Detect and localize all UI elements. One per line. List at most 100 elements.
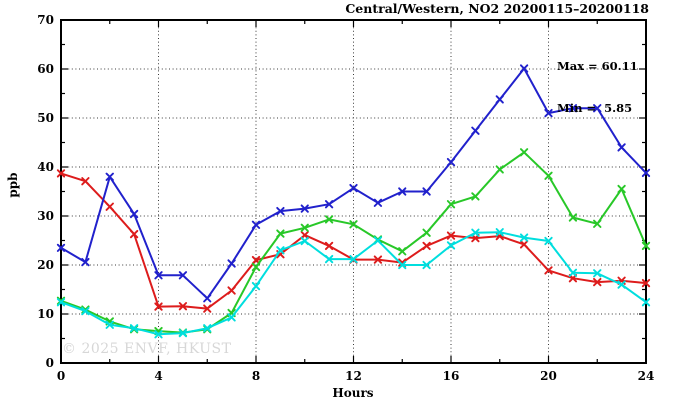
series-green-marker bbox=[56, 296, 66, 305]
series-green-marker bbox=[617, 184, 626, 194]
series-cyan-marker bbox=[349, 254, 358, 264]
series-blue-marker bbox=[81, 257, 90, 267]
series-blue-marker bbox=[300, 204, 309, 213]
series-blue-marker bbox=[617, 143, 626, 152]
series-cyan-marker bbox=[422, 260, 431, 270]
series-red-marker bbox=[56, 169, 66, 178]
series-cyan-marker bbox=[471, 228, 480, 237]
y-tick-label: 40 bbox=[37, 160, 54, 174]
series-blue-marker bbox=[641, 168, 651, 178]
series-cyan-marker bbox=[276, 246, 285, 255]
max-min-annotation: Max = 60.11 Min = 5.85 bbox=[557, 31, 638, 143]
x-axis-label: Hours bbox=[332, 386, 374, 400]
series-cyan-marker bbox=[324, 254, 334, 264]
series-cyan-marker bbox=[519, 233, 529, 242]
series-green-marker bbox=[593, 219, 602, 228]
y-axis-label: ppb bbox=[6, 172, 20, 198]
series-green-marker bbox=[81, 305, 90, 314]
series-red-marker bbox=[178, 302, 188, 311]
max-value-label: Max = 60.11 bbox=[557, 59, 638, 73]
watermark: © 2025 ENVF, HKUST bbox=[62, 341, 232, 357]
y-tick-label: 0 bbox=[46, 356, 54, 370]
series-cyan-marker bbox=[544, 236, 553, 246]
series-cyan-marker bbox=[178, 328, 188, 338]
series-cyan-marker bbox=[105, 320, 114, 329]
series-red-marker bbox=[154, 302, 163, 311]
series-cyan-marker bbox=[154, 330, 163, 339]
series-cyan-marker bbox=[81, 306, 90, 316]
series-green-marker bbox=[568, 213, 578, 222]
series-blue-marker bbox=[373, 198, 383, 207]
series-blue-marker bbox=[349, 183, 358, 193]
series-green-marker bbox=[471, 192, 480, 201]
series-cyan-marker bbox=[568, 268, 578, 277]
series-blue-marker bbox=[56, 243, 66, 252]
series-green-marker bbox=[495, 165, 504, 174]
x-tick-label: 20 bbox=[540, 369, 557, 383]
series-blue-marker bbox=[398, 187, 407, 196]
x-tick-label: 0 bbox=[57, 369, 65, 383]
plot-border bbox=[60, 19, 647, 364]
series-blue-marker bbox=[471, 126, 480, 135]
x-tick-label: 24 bbox=[638, 369, 655, 383]
series-red-marker bbox=[324, 241, 334, 251]
y-tick-label: 30 bbox=[37, 209, 54, 223]
series-red-marker bbox=[251, 255, 261, 265]
series-cyan-marker bbox=[593, 269, 602, 278]
series-blue-marker bbox=[251, 220, 261, 229]
series-green-marker bbox=[398, 247, 407, 256]
series-green-marker bbox=[446, 200, 456, 209]
series-cyan-marker bbox=[398, 260, 407, 270]
series-blue-marker bbox=[568, 104, 578, 113]
series-green-marker bbox=[251, 262, 261, 272]
series-cyan-marker bbox=[129, 324, 139, 333]
series-red-marker bbox=[544, 266, 553, 275]
series-green-marker bbox=[324, 215, 334, 224]
series-blue-marker bbox=[422, 187, 431, 196]
series-blue-marker bbox=[154, 271, 163, 280]
y-tick-label: 10 bbox=[37, 307, 54, 321]
series-cyan-marker bbox=[203, 324, 212, 333]
series-red-marker bbox=[593, 277, 602, 287]
series-blue-marker bbox=[544, 108, 553, 118]
series-blue-marker bbox=[519, 64, 529, 73]
series-blue-marker bbox=[276, 206, 285, 216]
series-green-marker bbox=[519, 148, 529, 157]
series-red-marker bbox=[105, 202, 114, 211]
x-tick-label: 12 bbox=[345, 369, 362, 383]
series-blue-marker bbox=[227, 259, 236, 268]
series-red-marker bbox=[446, 231, 456, 240]
series-cyan-marker bbox=[227, 313, 236, 322]
series-cyan-marker bbox=[300, 236, 309, 246]
series-cyan-marker bbox=[617, 280, 626, 289]
series-red-marker bbox=[227, 286, 236, 295]
series-red-marker bbox=[81, 177, 90, 186]
series-blue-marker bbox=[593, 104, 602, 113]
series-green-marker bbox=[276, 229, 285, 238]
y-tick-label: 60 bbox=[37, 62, 54, 76]
series-blue-marker bbox=[203, 294, 212, 303]
x-tick-label: 4 bbox=[154, 369, 162, 383]
x-tick-label: 16 bbox=[443, 369, 460, 383]
series-red-marker bbox=[373, 255, 383, 264]
min-value-label: Min = 5.85 bbox=[557, 101, 633, 115]
series-cyan-marker bbox=[56, 298, 66, 307]
series-red-marker bbox=[519, 240, 529, 249]
series-blue-marker bbox=[324, 200, 334, 209]
x-tick-label: 8 bbox=[252, 369, 260, 383]
series-green-marker bbox=[544, 171, 553, 180]
series-blue-marker bbox=[495, 95, 504, 104]
series-green-marker bbox=[300, 223, 309, 232]
series-blue-marker bbox=[129, 209, 139, 219]
series-red-marker bbox=[300, 230, 309, 240]
series-cyan-marker bbox=[251, 281, 261, 291]
series-green-marker bbox=[349, 220, 358, 229]
series-cyan-marker bbox=[373, 236, 383, 245]
series-cyan-marker bbox=[495, 228, 504, 237]
series-cyan-marker bbox=[446, 241, 456, 250]
series-red-marker bbox=[203, 304, 212, 313]
series-green-marker bbox=[422, 228, 431, 237]
series-cyan-marker bbox=[641, 298, 651, 307]
